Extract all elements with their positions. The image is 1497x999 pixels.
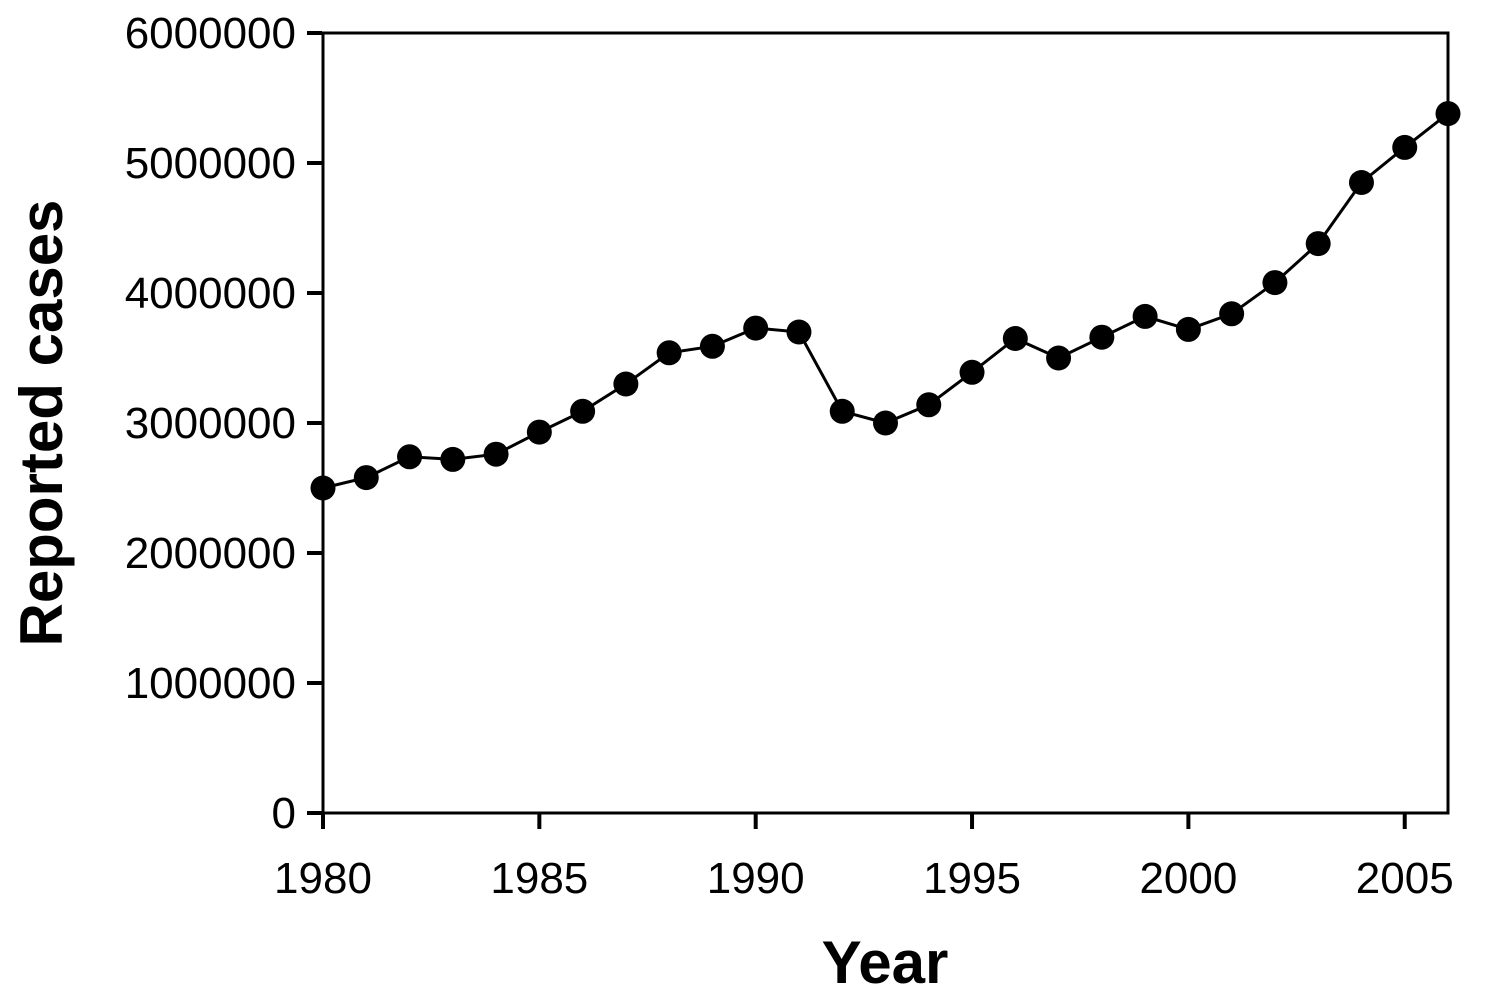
- data-point-1993: [873, 410, 898, 436]
- y-tick-label: 3000000: [125, 399, 296, 448]
- data-point-2000: [1175, 316, 1201, 342]
- y-tick-label: 0: [272, 789, 296, 838]
- data-point-1991: [786, 319, 812, 345]
- y-axis-ticks: 0 1000000 2000000 3000000 4000000 5000000 6000…: [125, 9, 322, 838]
- data-point-2004: [1348, 170, 1374, 195]
- x-tick-label: 1995: [923, 854, 1021, 903]
- y-tick-label: 6000000: [125, 9, 296, 58]
- data-point-2002: [1262, 270, 1288, 296]
- data-point-1988: [656, 340, 682, 366]
- data-point-1986: [570, 398, 596, 424]
- x-tick-label: 1990: [707, 854, 805, 903]
- data-point-1990: [743, 315, 769, 341]
- x-tick-label: 1985: [490, 854, 588, 903]
- y-tick-label: 2000000: [125, 529, 296, 578]
- data-point-1996: [1002, 326, 1028, 351]
- data-point-2005: [1392, 134, 1418, 160]
- y-tick-label: 5000000: [125, 139, 296, 188]
- data-point-1983: [440, 446, 466, 472]
- data-point-1992: [829, 398, 855, 424]
- x-tick-label: 2005: [1356, 854, 1454, 903]
- data-point-2003: [1305, 231, 1331, 257]
- data-point-1984: [483, 441, 509, 467]
- data-point-1987: [613, 371, 639, 397]
- y-axis-title: Reported cases: [8, 200, 75, 647]
- data-point-1982: [397, 444, 423, 470]
- x-axis-title: Year: [822, 929, 949, 996]
- data-point-1980: [310, 475, 336, 501]
- data-point-1998: [1089, 324, 1115, 350]
- x-tick-label: 2000: [1139, 854, 1237, 903]
- data-point-2006: [1435, 101, 1461, 127]
- x-tick-label: 1980: [274, 854, 372, 903]
- y-tick-label: 1000000: [125, 659, 296, 708]
- data-series: [310, 101, 1461, 501]
- y-tick-label: 4000000: [125, 269, 296, 318]
- x-axis-ticks: 1980 1985 1990 1995 2000 2005: [274, 814, 1454, 903]
- data-point-2001: [1219, 301, 1245, 327]
- data-point-1985: [526, 419, 552, 445]
- data-point-1997: [1046, 345, 1072, 371]
- data-point-1994: [916, 392, 942, 418]
- data-point-1989: [699, 333, 725, 359]
- plot-frame: [321, 31, 1450, 815]
- data-point-1999: [1132, 303, 1158, 329]
- data-point-1995: [959, 359, 985, 385]
- data-point-1981: [353, 465, 379, 491]
